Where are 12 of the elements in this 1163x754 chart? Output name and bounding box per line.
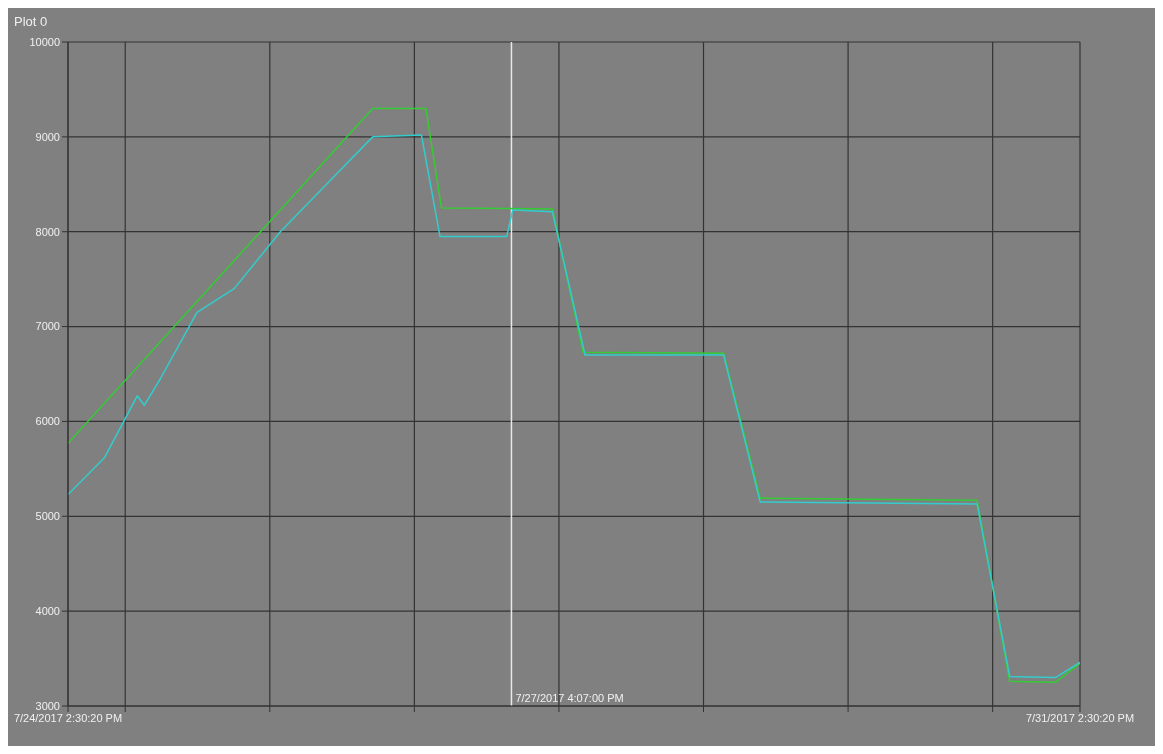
y-tick-label: 4000 xyxy=(35,605,60,618)
y-tick-label: 7000 xyxy=(35,320,60,333)
x-tick-label: 7/31/2017 2:30:20 PM xyxy=(1025,711,1135,724)
y-tick-label: 9000 xyxy=(35,130,60,143)
y-tick-label: 3000 xyxy=(35,699,60,712)
y-tick-label: 10000 xyxy=(29,35,60,48)
chart-title: Plot 0 xyxy=(14,14,48,29)
y-tick-label: 5000 xyxy=(35,510,60,523)
y-tick-label: 8000 xyxy=(35,225,60,238)
y-tick-label: 6000 xyxy=(35,415,60,428)
x-tick-label: 7/24/2017 2:30:20 PM xyxy=(13,711,123,724)
ref-line-label: 7/27/2017 4:07:00 PM xyxy=(515,692,624,704)
